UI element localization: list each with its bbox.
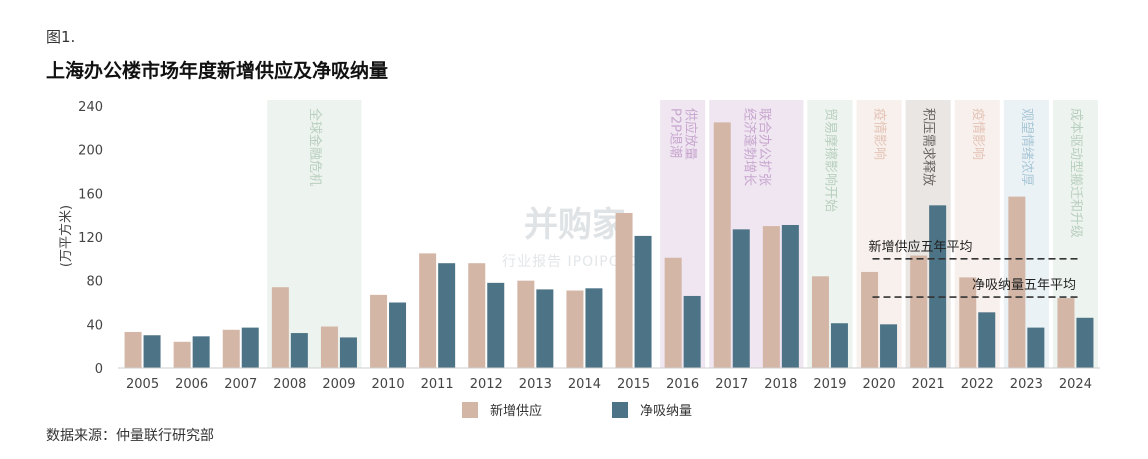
supply-bar-2010 [370,294,388,368]
x-tick-label: 2024 [1059,377,1092,392]
watermark: 并购家 行业报告 IPOIPO.CN [502,205,648,270]
absorption-bar-2011 [438,263,456,368]
absorption-bar-2005 [143,335,161,368]
absorption-bar-2012 [487,282,505,368]
supply-bar-2021 [910,255,928,368]
x-tick-label: 2010 [372,377,405,392]
absorption-bar-2018 [781,224,799,368]
annotation-label: 成本驱动型搬迁和升级 [1068,108,1083,238]
y-tick-label: 200 [78,144,103,159]
annotation-label: 积压需求释放 [921,108,936,186]
y-tick-label: 160 [78,187,103,202]
bars [124,122,1094,368]
x-tick-label: 2012 [470,377,503,392]
annotation-label: 供应放量 [683,108,699,160]
absorption-bar-2020 [880,324,898,368]
supply-bar-2023 [1008,196,1026,368]
x-tick-label: 2006 [175,377,208,392]
legend-swatch [462,402,478,418]
supply-bar-2020 [861,271,879,368]
annotation-label: 联合办公扩张 [756,108,771,186]
absorption-bar-2010 [389,302,407,368]
x-tick-label: 2017 [715,377,748,392]
absorption-bar-2009 [339,337,357,368]
absorption-bar-2013 [536,289,554,368]
x-tick-label: 2015 [617,377,650,392]
absorption-bar-2016 [683,295,701,368]
annotation-label: 贸易摩擦影响开始 [822,108,838,212]
y-tick-label: 240 [78,100,103,115]
x-tick-label: 2005 [126,377,159,392]
x-tick-label: 2020 [863,377,896,392]
x-tick-label: 2014 [568,377,601,392]
supply-bar-2009 [320,326,338,368]
watermark-main: 并购家 [524,205,626,245]
legend-entry: 净吸纳量 [640,404,692,419]
x-tick-label: 2023 [1010,377,1043,392]
absorption-bar-2008 [290,333,308,368]
y-tick-label: 120 [78,231,103,246]
supply-bar-2015 [615,212,633,368]
x-tick-label: 2013 [519,377,552,392]
x-tick-label: 2016 [666,377,699,392]
absorption-bar-2007 [241,327,259,368]
supply-bar-2024 [1057,298,1075,368]
legend: 新增供应 净吸纳量 [462,402,692,419]
chart-title: 上海办公楼市场年度新增供应及净吸纳量 [46,60,389,82]
supply-bar-2019 [811,276,829,368]
absorption-bar-2019 [830,323,848,368]
watermark-sub: 行业报告 IPOIPO.CN [502,254,648,270]
annotation-label: 经济蓬勃增长 [741,108,756,186]
figure-label: 图1. [46,28,76,46]
x-tick-label: 2011 [421,377,454,392]
x-tick-label: 2019 [813,377,846,392]
legend-entry: 新增供应 [490,403,542,419]
supply-bar-2017 [713,122,731,368]
supply-bar-2005 [124,331,142,368]
x-tick-label: 2018 [764,377,797,392]
annotation-label: 疫情影响 [970,108,986,160]
absorption-bar-2024 [1076,317,1094,368]
supply-bar-2022 [959,277,977,368]
supply-bar-2011 [419,253,437,368]
y-tick-label: 0 [95,362,103,377]
x-tick-label: 2009 [322,377,355,392]
absorption-bar-2021 [929,205,947,368]
x-tick-label: 2022 [961,377,994,392]
absorption-bar-2023 [1027,327,1045,368]
supply-bar-2012 [468,263,486,368]
y-axis-label: (万平方米) [58,205,74,267]
supply-bar-2006 [173,341,191,368]
annotation-label: 全球金融危机 [307,108,323,186]
reference-line-label: 新增供应五年平均 [869,239,973,255]
absorption-bar-2014 [585,288,603,368]
y-axis: 0 40 80 120 160 200 240 [78,100,103,377]
supply-bar-2007 [222,329,240,368]
reference-line-label: 净吸纳量五年平均 [972,278,1076,293]
supply-bar-2018 [762,226,780,368]
legend-swatch [612,402,628,418]
x-tick-label: 2008 [273,377,306,392]
supply-bar-2016 [664,257,682,368]
supply-bar-2014 [566,290,584,368]
supply-bar-2013 [517,280,535,368]
absorption-bar-2006 [192,336,210,368]
y-tick-label: 80 [86,275,103,290]
annotation-label: 观望情绪浓厚 [1019,108,1035,186]
absorption-bar-2017 [732,229,750,368]
annotation-label: 疫情影响 [872,108,888,160]
supply-bar-2008 [271,287,289,368]
x-axis: 2005 2006 2007 2008 2009 2010 2011 2012 2013 2014… [118,367,1100,392]
annotation-label: P2P退潮 [668,108,683,158]
absorption-bar-2015 [634,235,652,368]
x-tick-label: 2007 [224,377,257,392]
x-tick-label: 2021 [912,377,945,392]
source-note: 数据来源：仲量联行研究部 [46,428,214,444]
y-tick-label: 40 [86,318,103,333]
annotation-labels: 全球金融危机 P2P退潮 供应放量 经济蓬勃增长 联合办公扩张 贸易摩擦影响开始 疫情影响 积… [307,108,1083,238]
absorption-bar-2022 [978,312,996,368]
